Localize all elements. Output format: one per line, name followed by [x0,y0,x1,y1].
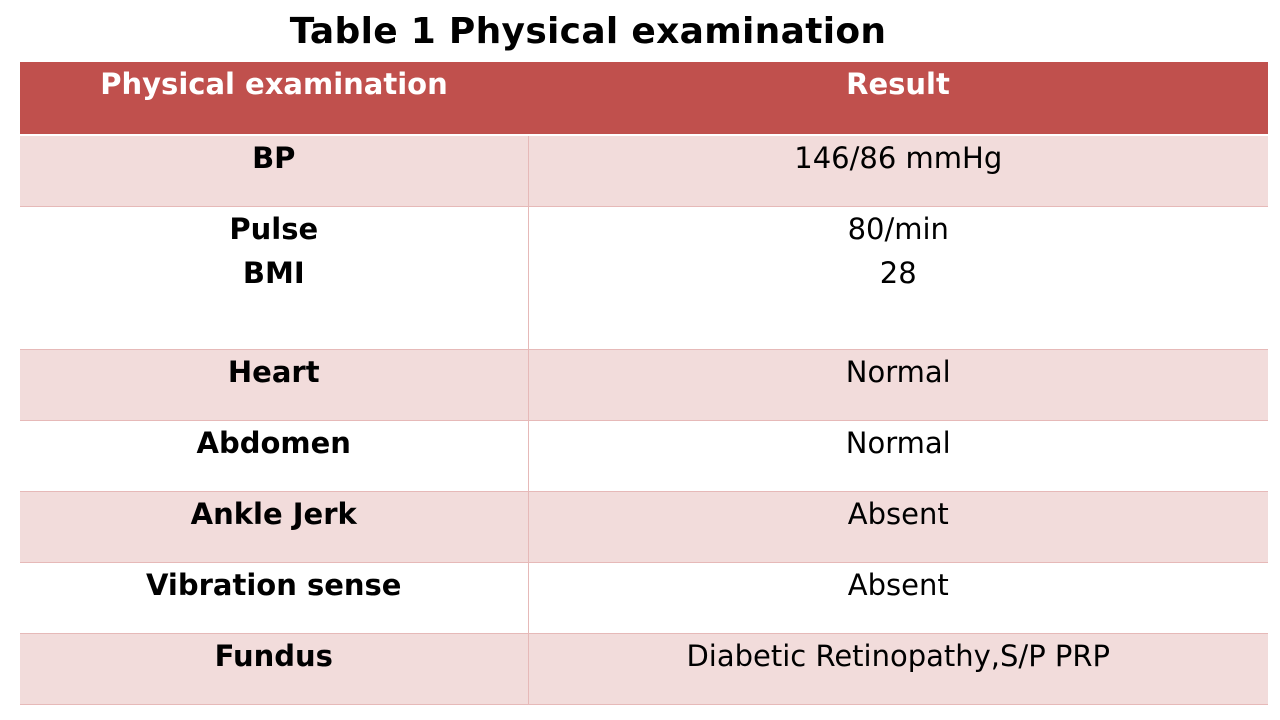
result-cell: Normal [528,349,1268,421]
table-header-row: Physical examination Result [20,62,1268,136]
exam-item-cell: BP [20,134,529,207]
table-row: Heart Normal [20,349,1268,421]
exam-item-cell: Ankle Jerk [20,491,529,563]
exam-item-label: BMI [242,256,305,290]
exam-item-cell: Pulse BMI [20,206,529,350]
result-cell: 146/86 mmHg [528,134,1268,207]
exam-item-label: Pulse [229,212,319,246]
exam-item-cell: Heart [20,349,529,421]
exam-item-cell: Abdomen [20,420,529,492]
physical-examination-table: Physical examination Result BP 146/86 mm… [20,62,1268,705]
column-header-result: Result [528,62,1268,136]
result-cell: 80/min 28 [528,206,1268,350]
result-cell: Normal [528,420,1268,492]
result-cell: Diabetic Retinopathy,S/P PRP [528,633,1268,705]
exam-item-cell: Vibration sense [20,562,529,634]
table-row: Fundus Diabetic Retinopathy,S/P PRP [20,633,1268,705]
column-header-physical-examination: Physical examination [20,62,528,136]
exam-item-cell: Fundus [20,633,529,705]
column-header-label: Result [846,67,950,101]
result-value: 28 [879,256,917,290]
column-header-label: Physical examination [100,67,448,101]
result-cell: Absent [528,491,1268,563]
table-row: Vibration sense Absent [20,562,1268,634]
table-row: BP 146/86 mmHg [20,134,1268,207]
table-row: Pulse BMI 80/min 28 [20,206,1268,350]
table-row: Ankle Jerk Absent [20,491,1268,563]
result-value: 80/min [847,212,949,246]
page-title: Table 1 Physical examination [289,11,887,52]
table-row: Abdomen Normal [20,420,1268,492]
result-cell: Absent [528,562,1268,634]
